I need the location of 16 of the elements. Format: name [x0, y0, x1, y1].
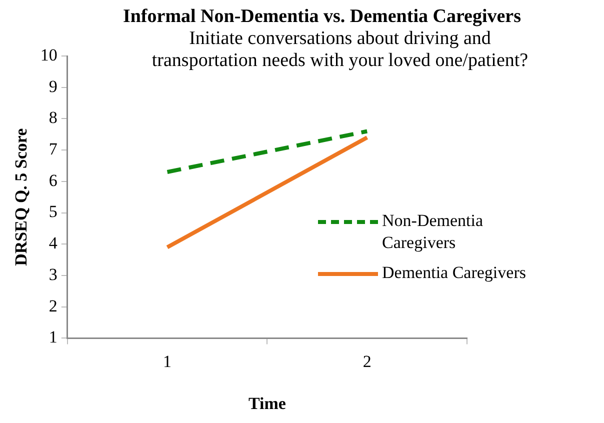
y-tick-label: 8: [48, 108, 58, 128]
legend-label: Non-Dementia Caregivers: [382, 210, 484, 254]
chart-title: Informal Non-Dementia vs. Dementia Caregivers: [122, 6, 522, 28]
x-axis-title: Time: [248, 394, 286, 414]
chart-subtitle: Initiate conversations about driving and transportation needs with your loved one/patient?: [150, 28, 530, 72]
legend-label: Dementia Caregivers: [382, 262, 527, 284]
y-tick-label: 3: [48, 264, 58, 284]
y-tick-label: 1: [48, 328, 58, 347]
y-tick-label: 6: [48, 170, 58, 190]
y-axis-title: DRSEQ Q. 5 Score: [12, 128, 31, 266]
y-tick-label: 5: [48, 202, 58, 222]
y-tick-label: 4: [48, 234, 58, 253]
y-tick-label: 10: [40, 45, 58, 64]
y-tick-label: 2: [48, 296, 58, 316]
y-tick-label: 7: [48, 140, 58, 159]
y-tick-label: 9: [48, 76, 58, 96]
